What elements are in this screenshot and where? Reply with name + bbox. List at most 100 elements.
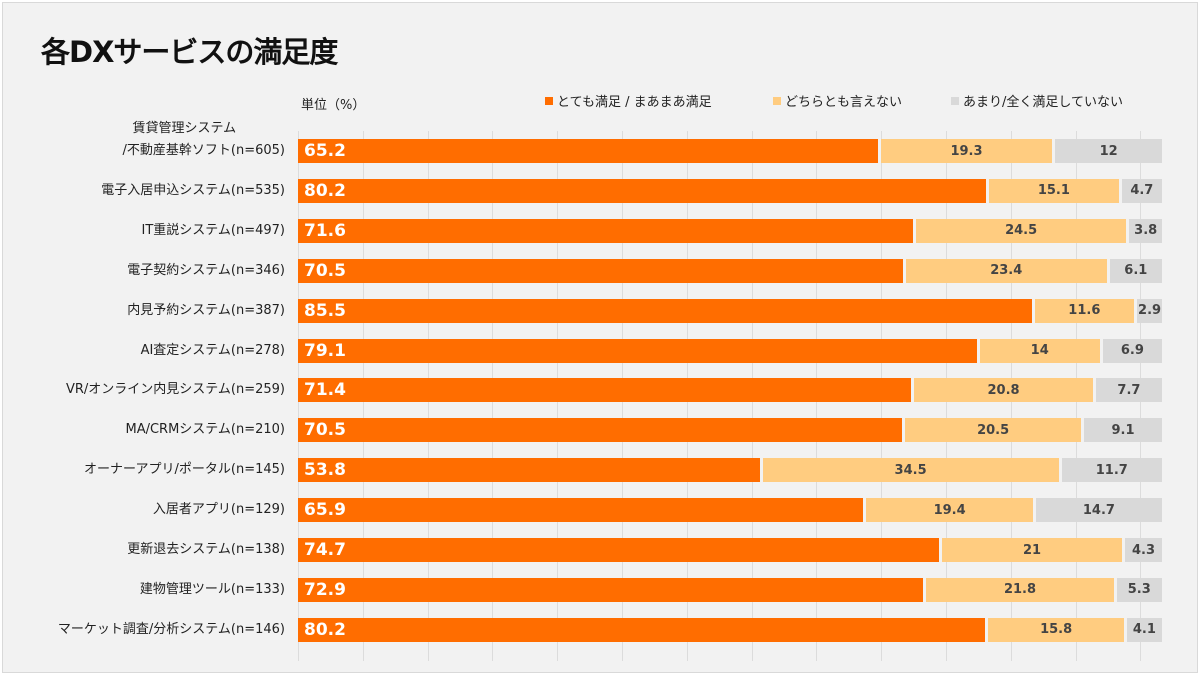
bar-segment: 79.1 — [298, 338, 977, 363]
category-label: 電子入居申込システム(n=535) — [101, 182, 285, 198]
data-label: 21 — [1022, 542, 1042, 558]
category-label: 賃貸管理システム/不動産基幹ソフト(n=605) — [122, 121, 285, 158]
bar-segment: 2.9 — [1137, 298, 1162, 323]
data-label: 53.8 — [304, 460, 346, 481]
data-label: 65.2 — [304, 141, 346, 161]
data-label: 24.5 — [1005, 223, 1038, 239]
category-label: 電子契約システム(n=346) — [127, 262, 285, 278]
bar-segment: 15.1 — [989, 178, 1119, 203]
bar-segment: 71.6 — [298, 218, 913, 243]
data-label: 19.4 — [933, 502, 966, 518]
bar-segment: 15.8 — [988, 617, 1124, 642]
bar-segment: 80.2 — [298, 178, 987, 203]
data-label: 3.8 — [1134, 223, 1158, 239]
legend-item: とても満足 / まあまあ満足 — [545, 91, 712, 110]
bar-segment: 7.7 — [1095, 378, 1162, 403]
bar-segment: 20.5 — [905, 418, 1081, 443]
data-label: 11.6 — [1068, 303, 1101, 319]
data-label: 6.9 — [1120, 343, 1144, 358]
bar-segment: 23.4 — [905, 258, 1107, 283]
category-label: 内見予約システム(n=387) — [127, 302, 285, 318]
category-label: 入居者アプリ(n=129) — [152, 502, 285, 518]
data-label: 2.9 — [1138, 303, 1162, 319]
bar-segment: 19.4 — [866, 498, 1033, 523]
bar-segment: 74.7 — [298, 538, 939, 562]
legend-swatch — [545, 96, 553, 105]
data-label: 11.7 — [1095, 462, 1128, 478]
legend-item: どちらとも言えない — [773, 91, 902, 110]
bar-segment: 5.3 — [1116, 577, 1162, 602]
data-label: 71.4 — [304, 380, 346, 401]
data-label: 79.1 — [304, 340, 346, 361]
bar-segment: 4.3 — [1125, 538, 1162, 562]
category-label: マーケット調査/分析システム(n=146) — [57, 621, 285, 637]
bar-segment: 3.8 — [1129, 218, 1162, 243]
legend-label: あまり/全く満足していない — [963, 95, 1123, 110]
data-label: 80.2 — [304, 619, 346, 640]
data-label: 23.4 — [990, 263, 1023, 279]
legend-swatch — [951, 96, 959, 105]
data-label: 19.3 — [950, 143, 983, 159]
data-label: 14 — [1030, 343, 1049, 358]
data-label: 65.9 — [304, 500, 346, 521]
bar-segment: 34.5 — [762, 458, 1059, 483]
bar-segment: 6.1 — [1109, 258, 1162, 283]
bar-segment: 4.7 — [1121, 178, 1162, 203]
category-label: AI査定システム(n=278) — [140, 342, 285, 358]
category-label: MA/CRMシステム(n=210) — [125, 422, 285, 438]
bar-segment: 14 — [979, 338, 1100, 363]
data-label: 34.5 — [894, 462, 927, 478]
bar-segment: 85.5 — [298, 298, 1032, 323]
data-label: 15.1 — [1037, 183, 1070, 199]
bar-segment: 20.8 — [914, 378, 1093, 403]
bar-segment: 21 — [941, 538, 1123, 562]
bar-segment: 6.9 — [1102, 338, 1162, 363]
data-label: 85.5 — [304, 300, 346, 321]
data-label: 20.8 — [987, 382, 1020, 398]
bar-segment: 9.1 — [1084, 418, 1162, 443]
legend-item: あまり/全く満足していない — [951, 91, 1123, 110]
category-label: IT重説システム(n=497) — [141, 222, 285, 238]
data-label: 21.8 — [1003, 582, 1037, 598]
data-label: 5.3 — [1127, 582, 1151, 598]
data-label: 9.1 — [1111, 422, 1135, 438]
bar-segment: 12 — [1055, 139, 1162, 163]
data-label: 6.1 — [1124, 263, 1148, 279]
bar-segment: 4.1 — [1126, 617, 1162, 642]
data-label: 70.5 — [304, 260, 346, 281]
bar-segment: 72.9 — [298, 577, 924, 602]
data-label: 4.7 — [1130, 183, 1154, 199]
legend-swatch — [773, 96, 781, 105]
bar-segment: 14.7 — [1035, 498, 1162, 523]
data-label: 20.5 — [977, 422, 1010, 438]
bar-segment: 65.9 — [298, 498, 864, 523]
data-label: 72.9 — [304, 579, 346, 600]
legend-label: とても満足 / まあまあ満足 — [557, 95, 712, 110]
category-label: 更新退去システム(n=138) — [127, 542, 285, 557]
data-label: 15.8 — [1040, 622, 1073, 638]
bar-segment: 11.7 — [1061, 458, 1162, 483]
data-label: 4.3 — [1132, 542, 1156, 558]
bar-segment: 70.5 — [298, 258, 903, 283]
data-label: 7.7 — [1117, 382, 1141, 398]
bar-segment: 24.5 — [915, 218, 1127, 243]
data-label: 4.1 — [1132, 622, 1156, 638]
chart-title: 各DXサービスの満足度 — [41, 35, 338, 69]
bar-segment: 11.6 — [1034, 298, 1135, 323]
legend-label: どちらとも言えない — [785, 95, 903, 110]
data-label: 12 — [1099, 143, 1118, 159]
data-label: 71.6 — [304, 220, 346, 241]
data-label: 14.7 — [1082, 502, 1115, 518]
category-label: 建物管理ツール(n=133) — [139, 581, 285, 597]
bar-segment: 70.5 — [298, 418, 903, 443]
unit-label: 単位（%） — [301, 98, 366, 113]
category-label: VR/オンライン内見システム(n=259) — [65, 382, 285, 398]
data-label: 80.2 — [304, 180, 346, 201]
bar-segment: 21.8 — [926, 577, 1114, 602]
bar-segment: 80.2 — [298, 617, 986, 642]
bar-segment: 65.2 — [298, 139, 878, 163]
category-label: オーナーアプリ/ポータル(n=145) — [84, 462, 285, 478]
bar-segment: 71.4 — [298, 378, 912, 403]
bar-segment: 53.8 — [298, 458, 760, 483]
